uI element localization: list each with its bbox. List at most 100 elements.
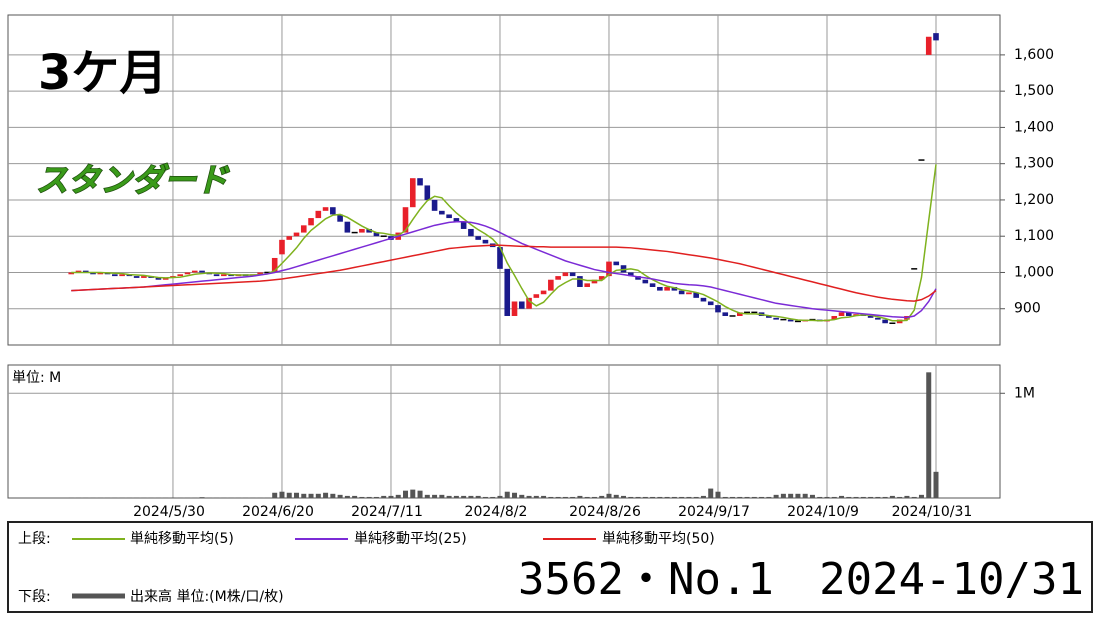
candle [141, 276, 147, 278]
candle [577, 276, 583, 287]
candle [584, 283, 590, 287]
candle [82, 270, 89, 273]
volume-bar [650, 496, 656, 498]
candle [678, 290, 685, 295]
volume-bar [911, 496, 917, 498]
volume-bar [860, 496, 866, 498]
volume-bar [344, 495, 350, 498]
x-tick-label: 2024/9/17 [678, 504, 750, 520]
y-tick-label: 1,600 [1014, 47, 1054, 63]
volume-bar [68, 497, 74, 498]
candle [569, 272, 576, 277]
candle [446, 214, 452, 219]
volume-bar [315, 493, 321, 498]
volume-bar [737, 496, 743, 498]
volume-bar [904, 495, 910, 498]
candle [199, 270, 205, 273]
candle [431, 199, 438, 211]
volume-bar [700, 495, 706, 498]
candle [548, 279, 554, 291]
volume-bar [75, 497, 81, 498]
legend-entry: 出来高 単位:(M株/口/枚) [130, 588, 284, 605]
x-tick-label: 2024/7/11 [351, 504, 423, 520]
volume-bar [889, 495, 895, 498]
volume-bar [141, 497, 147, 498]
candle [657, 286, 663, 291]
volume-bar [780, 493, 786, 498]
volume-bar [294, 492, 300, 498]
volume-bar [424, 494, 430, 498]
candle [359, 228, 365, 233]
candle [460, 221, 467, 229]
candle [598, 276, 605, 280]
volume-bar [90, 497, 96, 498]
volume-bar [206, 497, 212, 498]
candle [606, 261, 612, 277]
candle [540, 290, 547, 295]
candle [875, 317, 881, 320]
volume-bar [591, 496, 597, 498]
volume-bar [301, 493, 307, 498]
volume-bar [403, 490, 409, 498]
candle [831, 315, 838, 320]
x-tick-label: 2024/5/30 [133, 504, 205, 520]
volume-bar [613, 494, 619, 498]
candle [155, 277, 162, 280]
volume-bar [606, 493, 612, 498]
volume-bar [461, 495, 467, 498]
candle [642, 279, 649, 284]
candle [315, 210, 322, 219]
volume-bar [330, 493, 336, 498]
volume-bar [570, 496, 576, 498]
candle [424, 185, 431, 200]
volume-bar [504, 491, 510, 498]
candle [867, 315, 874, 318]
candle [409, 178, 416, 208]
volume-bar [148, 497, 154, 498]
volume-bar [882, 496, 888, 498]
candle [417, 178, 423, 186]
volume-panel [7, 364, 1001, 499]
volume-bar [272, 492, 278, 498]
moving-average-line [71, 220, 937, 319]
legend-entry: 単純移動平均(50) [602, 531, 715, 547]
legend-entry: 単純移動平均(25) [354, 531, 467, 547]
candle [344, 221, 351, 233]
candle [925, 36, 932, 55]
volume-bar [337, 494, 343, 498]
volume-bar [795, 493, 801, 498]
volume-bar [635, 496, 641, 498]
y-axis-label: 単位: M [12, 370, 61, 386]
candle [635, 276, 641, 280]
volume-bar [730, 496, 736, 498]
candle [555, 276, 561, 280]
candle [279, 239, 285, 255]
volume-bar [846, 496, 852, 498]
candle [518, 301, 525, 309]
volume-bar [773, 494, 779, 498]
volume-bar [366, 496, 372, 498]
volume-bar [708, 488, 714, 498]
volume-bar [533, 495, 539, 498]
volume-bar [264, 497, 270, 498]
volume-bar [555, 496, 561, 498]
volume-bar [541, 495, 547, 498]
volume-bar [664, 496, 670, 498]
volume-bar [221, 497, 227, 498]
volume-bar [817, 496, 823, 498]
volume-bar [381, 495, 387, 498]
candle [90, 272, 96, 275]
volume-bar [177, 497, 183, 498]
volume-bar [584, 496, 590, 498]
volume-bar [475, 495, 481, 498]
volume-bar [395, 494, 401, 498]
volume-bar [184, 497, 190, 498]
candle [700, 297, 707, 302]
volume-bar [744, 496, 750, 498]
volume-bar [519, 494, 525, 498]
candle [533, 294, 540, 298]
volume-bar [679, 496, 685, 498]
candle [613, 261, 620, 266]
y-tick-label: 1,200 [1014, 192, 1054, 208]
